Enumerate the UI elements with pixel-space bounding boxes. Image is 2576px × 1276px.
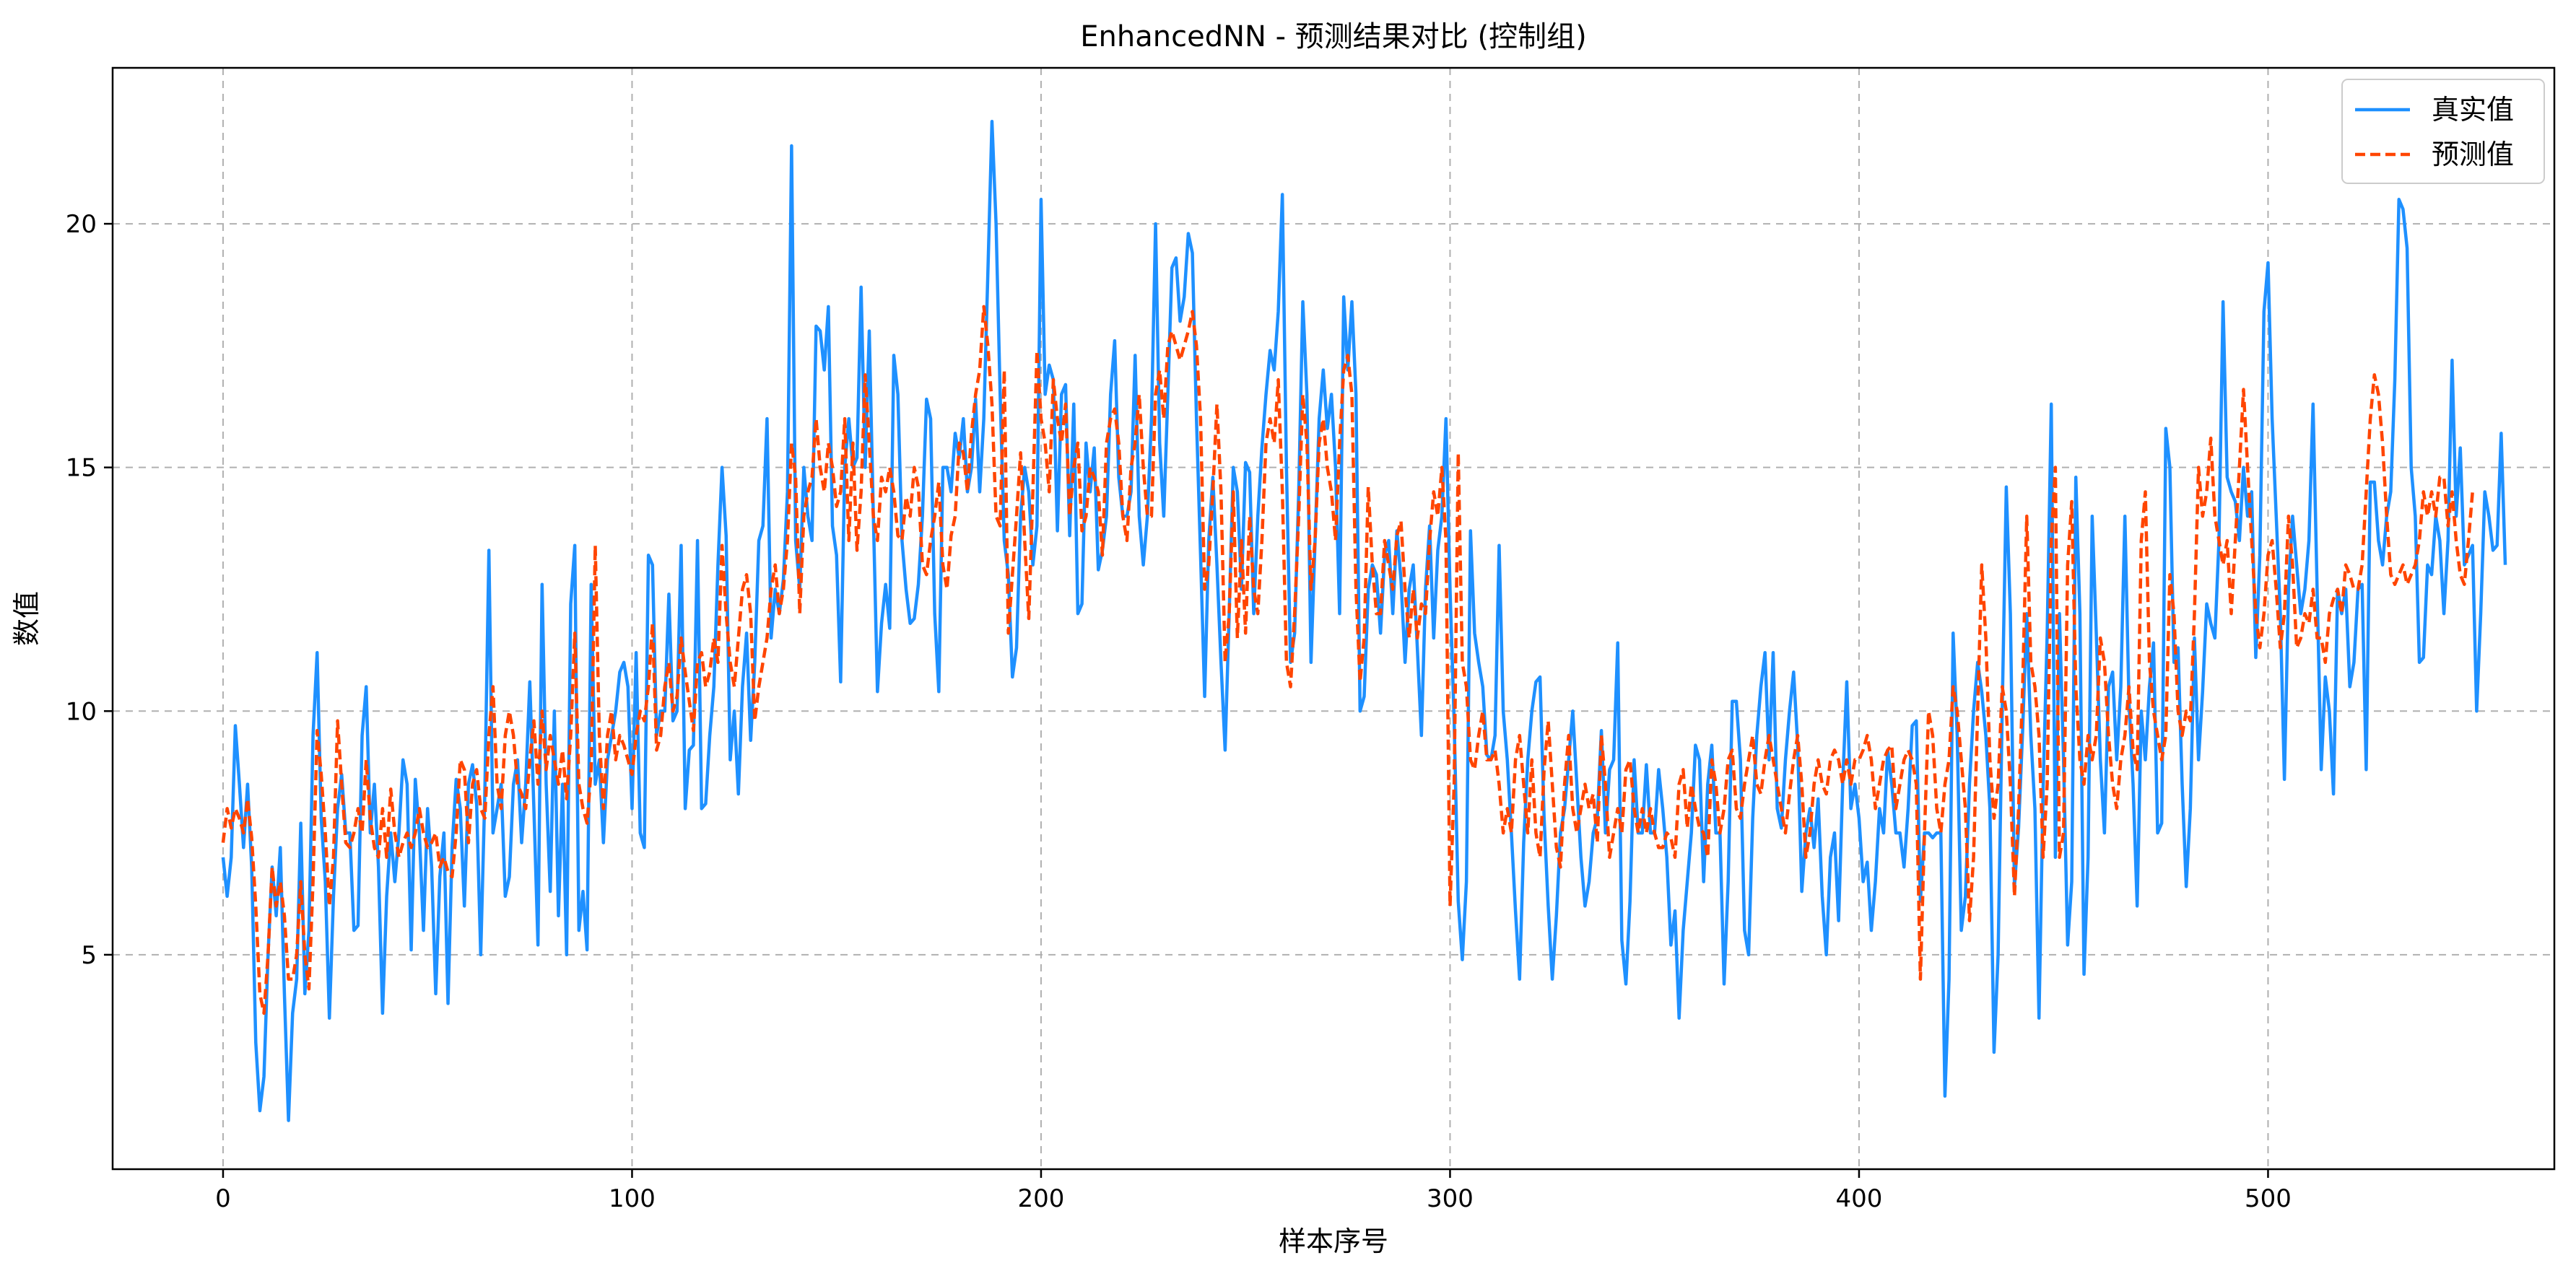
y-tick-label: 15 (66, 454, 97, 483)
legend-label-series-1: 预测值 (2432, 139, 2514, 170)
series-line-1 (221, 305, 2474, 1015)
y-tick-label: 20 (66, 210, 97, 239)
legend-box (2341, 79, 2545, 184)
series-line-0 (221, 120, 2507, 1122)
y-axis-label: 数值 (11, 591, 43, 646)
x-tick-label: 500 (2245, 1184, 2292, 1213)
x-tick-label: 0 (215, 1184, 231, 1213)
x-tick-label: 100 (609, 1184, 656, 1213)
axis-ticks: 0 100 200 300 400 500 5 10 15 20 (66, 210, 2292, 1213)
x-axis-label: 样本序号 (1279, 1225, 1388, 1257)
plot-frame (111, 66, 2556, 1171)
y-tick-label: 5 (81, 941, 97, 970)
x-tick-label: 300 (1427, 1184, 1474, 1213)
x-tick-label: 400 (1835, 1184, 1882, 1213)
y-tick-label: 10 (66, 697, 97, 726)
chart-title: EnhancedNN - 预测结果对比 (控制组) (1080, 20, 1586, 53)
plot-area (221, 120, 2507, 1122)
x-tick-label: 200 (1018, 1184, 1065, 1213)
legend-label-series-0: 真实值 (2432, 94, 2514, 126)
chart-legend: 真实值 预测值 (2341, 79, 2545, 184)
